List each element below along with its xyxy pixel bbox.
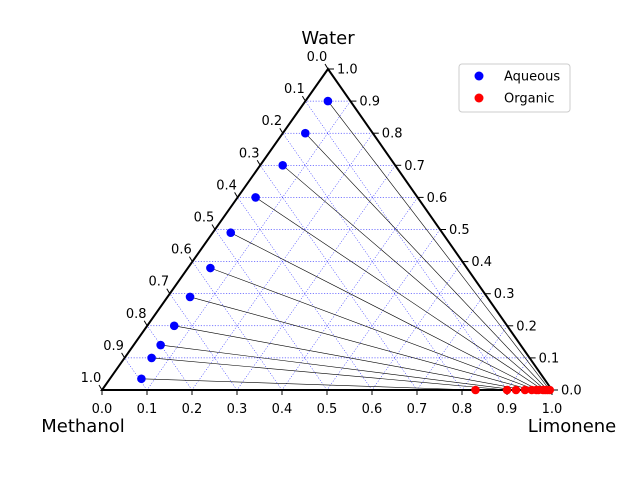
- point-aqueous: [156, 340, 165, 350]
- grid-line-limonene: [236, 165, 396, 391]
- legend-label-organic: Organic: [504, 92, 555, 107]
- tick-label-left: 0.1: [284, 82, 305, 97]
- grid-line-limonene: [326, 229, 441, 391]
- tie-line: [174, 325, 526, 391]
- tick-label-bottom: 0.3: [227, 402, 248, 417]
- grid-line-methanol: [305, 100, 508, 391]
- grid-line-methanol: [169, 293, 238, 391]
- tick-mark-left: [324, 63, 329, 70]
- grid-line-limonene: [506, 357, 530, 391]
- legend-label-aqueous: Aqueous: [504, 70, 560, 85]
- tick-mark-left: [166, 288, 171, 294]
- corner-label-right: Limonene: [528, 416, 617, 437]
- tick-label-right: 0.6: [427, 191, 448, 206]
- point-aqueous: [185, 292, 195, 302]
- tick-label-left: 0.0: [307, 50, 328, 65]
- point-aqueous: [137, 374, 146, 384]
- tick-label-bottom: 0.7: [407, 402, 428, 417]
- legend-marker-organic: [474, 93, 484, 103]
- tick-mark-left: [188, 256, 193, 262]
- tie-line: [189, 296, 532, 391]
- grid-line-limonene: [461, 325, 508, 391]
- corner-label-left: Methanol: [41, 416, 125, 437]
- tick-label-right: 0.5: [449, 223, 470, 238]
- point-aqueous: [323, 96, 333, 106]
- grid-line-methanol: [259, 165, 418, 391]
- point-aqueous: [169, 321, 179, 331]
- grid-line-limonene: [371, 261, 463, 391]
- legend: Aqueous Organic: [458, 63, 571, 113]
- point-aqueous: [301, 128, 310, 138]
- tick-label-bottom: 1.0: [542, 402, 563, 417]
- tick-mark-left: [98, 384, 103, 391]
- tick-label-left: 0.7: [148, 275, 169, 290]
- point-aqueous: [226, 228, 236, 238]
- data-points: [137, 96, 555, 395]
- point-organic: [511, 385, 521, 395]
- tick-label-bottom: 0.4: [272, 402, 293, 417]
- point-aqueous: [147, 353, 156, 363]
- tick-label-bottom: 0.1: [137, 402, 158, 417]
- tie-line: [305, 132, 548, 391]
- tick-label-left: 0.9: [103, 339, 124, 354]
- tie-line: [210, 267, 537, 391]
- tick-label-left: 0.8: [126, 307, 147, 322]
- tick-label-bottom: 0.6: [362, 402, 383, 417]
- tick-label-right: 0.0: [561, 384, 582, 399]
- grid-line-methanol: [282, 133, 463, 391]
- grid-line-limonene: [416, 293, 486, 391]
- tick-label-bottom: 0.2: [182, 402, 203, 417]
- tick-label-right: 0.7: [404, 159, 425, 174]
- tie-line: [141, 378, 476, 391]
- point-organic: [502, 385, 512, 395]
- tick-label-right: 0.2: [516, 319, 537, 334]
- tick-mark-left: [301, 95, 306, 102]
- tick-label-left: 0.5: [194, 211, 215, 226]
- tick-label-left: 0.3: [239, 146, 260, 161]
- tick-label-bottom: 0.0: [92, 402, 113, 417]
- tick-label-bottom: 0.8: [452, 402, 473, 417]
- tick-label-right: 0.1: [539, 351, 560, 366]
- axis-ticks: 0.0 0.0 0.0 0.1 0.1 0.1 0.2 0.2 0.2 0.3 0.3 0.3 0.4 0…: [81, 50, 582, 417]
- tie-line: [160, 344, 517, 391]
- tick-mark-left: [234, 192, 239, 198]
- tick-label-left: 0.4: [216, 178, 237, 193]
- grid-line-methanol: [214, 229, 328, 391]
- point-organic: [527, 385, 537, 395]
- grid-line-methanol: [146, 325, 193, 391]
- tick-label-bottom: 0.9: [497, 402, 518, 417]
- tick-label-bottom: 0.5: [317, 402, 338, 417]
- tick-mark-left: [256, 160, 261, 166]
- tick-mark-left: [143, 320, 148, 327]
- grid-line-methanol: [124, 357, 148, 391]
- tie-line: [282, 165, 546, 391]
- point-aqueous: [251, 193, 260, 202]
- point-organic: [520, 385, 530, 395]
- tick-label-left: 0.2: [261, 114, 282, 129]
- tie-line: [255, 197, 544, 391]
- tick-label-right: 0.9: [359, 95, 380, 110]
- tie-line: [327, 100, 550, 391]
- tick-mark-left: [279, 127, 284, 134]
- point-aqueous: [278, 161, 288, 170]
- tick-label-right: 0.8: [382, 127, 403, 142]
- grid-line-limonene: [146, 100, 351, 391]
- legend-marker-aqueous: [474, 71, 484, 81]
- corner-label-top: Water: [301, 28, 355, 49]
- tick-label-right: 1.0: [337, 63, 358, 78]
- tick-mark-left: [211, 224, 216, 230]
- tick-label-right: 0.3: [494, 287, 515, 302]
- point-aqueous: [206, 263, 215, 273]
- point-organic: [471, 385, 480, 395]
- tick-mark-left: [121, 352, 126, 359]
- tick-label-left: 0.6: [171, 243, 192, 258]
- legend-box: [458, 63, 571, 113]
- tick-label-left: 1.0: [81, 371, 102, 386]
- tick-label-right: 0.4: [471, 255, 492, 270]
- tie-lines: [141, 100, 550, 391]
- tie-line: [230, 232, 539, 391]
- tie-line: [151, 357, 508, 391]
